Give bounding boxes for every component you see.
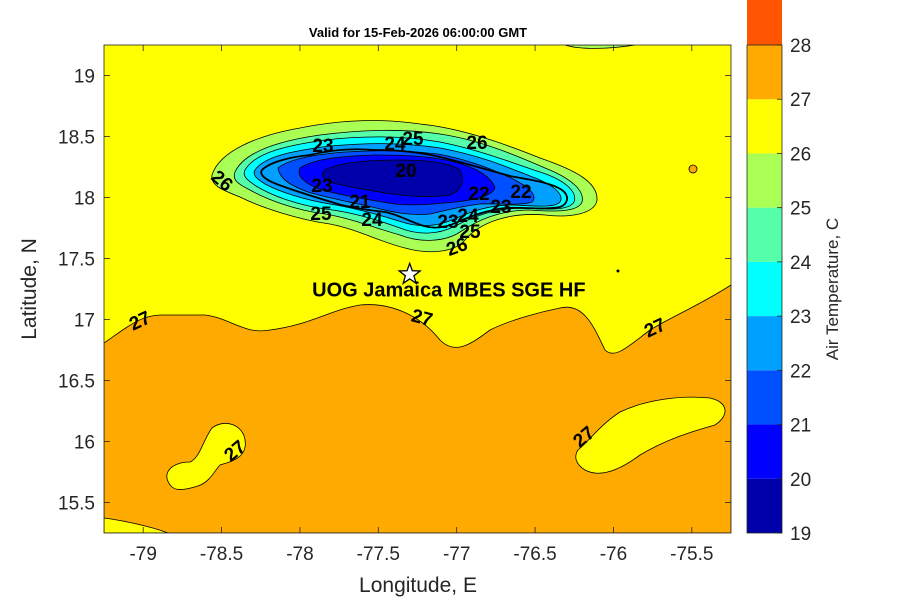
colorbar-tick-label: 23 bbox=[790, 307, 811, 328]
colorbar: 19 20 21 22 23 24 25 26 27 28 bbox=[746, 0, 812, 545]
y-axis: 19 18.5 18 17.5 17 16.5 16 15.5 bbox=[58, 67, 731, 515]
x-tick-label: -75.5 bbox=[670, 544, 713, 565]
contour-label: 24 bbox=[457, 206, 479, 227]
colorbar-segment bbox=[747, 153, 782, 208]
colorbar-segment bbox=[747, 478, 782, 533]
colorbar-label: Air Temperature, C bbox=[823, 218, 842, 360]
contour-label: 25 bbox=[310, 204, 332, 225]
x-tick-label: -77 bbox=[443, 544, 470, 565]
colorbar-segment bbox=[747, 207, 782, 262]
contour-label: 20 bbox=[395, 161, 416, 182]
x-tick-label: -76.5 bbox=[513, 544, 556, 565]
y-tick-label: 18 bbox=[74, 189, 95, 210]
colorbar-frame bbox=[746, 44, 783, 534]
colorbar-segment bbox=[747, 316, 782, 371]
colorbar-segment bbox=[747, 261, 782, 317]
colorbar-tick-label: 28 bbox=[790, 36, 811, 57]
islet-south bbox=[616, 269, 620, 273]
x-tick-label: -79 bbox=[129, 544, 156, 565]
contour-label: 26 bbox=[466, 133, 487, 154]
y-tick-label: 17.5 bbox=[58, 250, 95, 271]
contour-label: 22 bbox=[510, 182, 531, 203]
star-icon bbox=[397, 261, 422, 285]
colorbar-tick-label: 24 bbox=[790, 253, 812, 274]
contour-label: 24 bbox=[361, 210, 383, 231]
temp-band-19-20 bbox=[321, 159, 463, 197]
y-tick-label: 15.5 bbox=[58, 494, 95, 515]
station: UOG Jamaica MBES SGE HF bbox=[312, 261, 586, 301]
contour-label: 23 bbox=[311, 176, 332, 197]
contour-label: 22 bbox=[468, 184, 489, 205]
islet-east bbox=[688, 164, 698, 174]
colorbar-tick-label: 19 bbox=[790, 524, 811, 545]
temp-band-26-27-pocket-east bbox=[575, 396, 726, 474]
colorbar-segment bbox=[747, 424, 782, 479]
contour-map-plot bbox=[104, 45, 731, 533]
y-tick-label: 18.5 bbox=[58, 128, 95, 149]
colorbar-tick-label: 25 bbox=[790, 199, 811, 220]
plot-frame bbox=[103, 44, 732, 534]
x-tick-label: -78.5 bbox=[200, 544, 243, 565]
x-tick-label: -78 bbox=[286, 544, 313, 565]
colorbar-tick-label: 20 bbox=[790, 470, 811, 491]
figure-title: Valid for 15-Feb-2026 06:00:00 GMT bbox=[309, 25, 527, 40]
contour-label: 25 bbox=[402, 129, 424, 150]
y-axis-label: Latitude, N bbox=[18, 238, 41, 340]
colorbar-segment bbox=[747, 0, 782, 45]
y-tick-label: 17 bbox=[74, 311, 95, 332]
colorbar-tick-label: 22 bbox=[790, 361, 811, 382]
station-label: UOG Jamaica MBES SGE HF bbox=[312, 279, 585, 301]
colorbar-tick-label: 21 bbox=[790, 416, 811, 437]
contour-label: 23 bbox=[437, 212, 458, 233]
contour-label: 25 bbox=[459, 222, 481, 243]
colorbar-tick-label: 27 bbox=[790, 90, 811, 111]
contour-labels: 23 24 25 26 20 26 23 21 22 22 23 25 24 2… bbox=[126, 129, 669, 466]
y-tick-label: 16.5 bbox=[58, 372, 95, 393]
colorbar-segment bbox=[747, 45, 782, 100]
contour-label: 23 bbox=[490, 197, 511, 218]
x-axis-label: Longitude, E bbox=[359, 574, 477, 597]
temp-band-27-28-south bbox=[104, 284, 731, 533]
contour-label: 24 bbox=[384, 134, 406, 155]
contour-label: 23 bbox=[312, 136, 333, 157]
coastline-jamaica bbox=[260, 148, 568, 229]
contour-label: 21 bbox=[349, 192, 371, 213]
colorbar-segment bbox=[747, 99, 782, 154]
y-tick-label: 19 bbox=[74, 67, 95, 88]
x-tick-label: -77.5 bbox=[357, 544, 400, 565]
colorbar-segment bbox=[747, 370, 782, 425]
x-tick-label: -76 bbox=[600, 544, 627, 565]
x-axis: -79 -78.5 -78 -77.5 -77 -76.5 -76 -75.5 bbox=[129, 45, 713, 565]
temp-band-26-27-pocket-west bbox=[166, 423, 246, 490]
colorbar-tick-label: 26 bbox=[790, 144, 811, 165]
y-tick-label: 16 bbox=[74, 433, 95, 454]
